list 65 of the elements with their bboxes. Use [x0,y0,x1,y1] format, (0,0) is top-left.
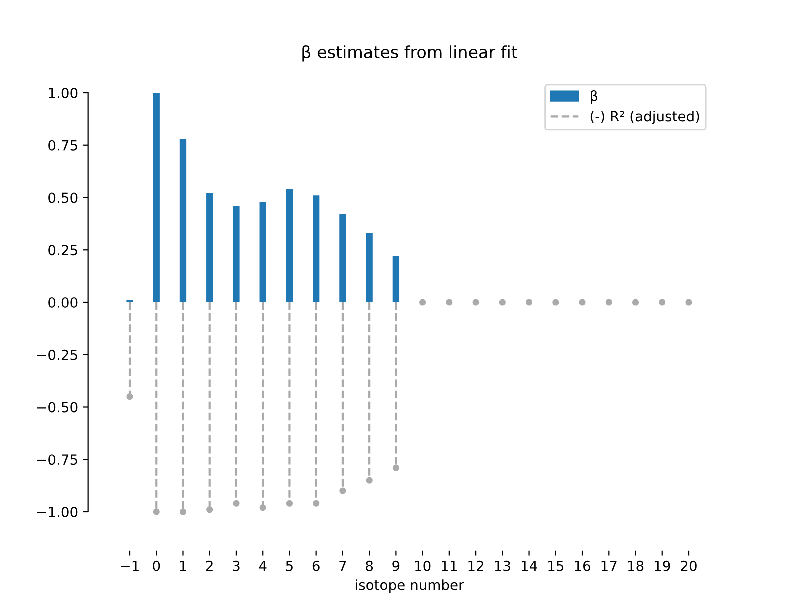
point [180,508,187,516]
x-tick-label: 13 [495,560,510,572]
y-tick-label: −0.50 [38,402,78,413]
legend-label: β [591,90,598,104]
point [126,393,134,400]
y-tick-label: 0.75 [48,140,78,151]
y-tick-label: −1.00 [38,506,78,518]
x-tick-label: 7 [340,561,346,572]
point [552,299,560,306]
x-tick-label: 0 [153,560,160,572]
y-tick-label: −0.75 [38,454,78,466]
x-tick-label: 19 [655,560,670,572]
point [472,299,480,306]
point [606,299,612,306]
x-tick-label: 1 [180,561,186,572]
y-tick-label: 0.25 [48,245,78,256]
point [526,299,533,306]
bar [392,256,400,302]
x-tick-label: 10 [416,560,431,572]
bar [260,202,266,302]
point [659,299,666,306]
x-axis-title: isotope number [356,580,464,594]
x-tick-label: 8 [366,560,374,572]
point [420,299,426,306]
x-tick-label: 17 [602,561,617,572]
bar [340,214,346,302]
x-tick-label: 15 [548,561,564,572]
x-tick-label: 12 [468,560,484,572]
x-tick-label: 20 [681,560,697,572]
point [206,506,214,514]
x-tick-label: 18 [628,560,644,572]
x-tick-label: 4 [259,561,267,572]
point [313,500,320,507]
x-tick-label: −1 [121,561,139,572]
x-tick-label: 6 [312,560,320,572]
point [499,299,506,306]
bar [206,194,214,302]
point [260,504,266,512]
point [153,508,160,516]
y-tick-label: 1.00 [49,88,78,98]
bar [153,93,160,302]
point [632,299,640,306]
x-tick-label: 3 [233,560,240,572]
x-tick-label: 2 [206,560,213,572]
x-tick-label: 9 [392,560,400,572]
x-tick-label: 11 [442,561,457,572]
x-tick-label: 5 [286,561,293,572]
x-tick-label: 14 [522,561,538,572]
bar [286,189,294,302]
y-tick-label: −0.25 [38,350,78,360]
point [233,500,240,507]
chart-title: β estimates from linear fit [302,46,518,62]
bar [313,196,320,302]
bar [366,233,373,302]
point [340,488,346,494]
point [392,464,400,472]
legend-label: (-) R² (adjusted) [590,110,700,124]
y-tick-label: 0.50 [48,192,78,204]
point [366,477,373,484]
y-tick-label: 0.00 [48,297,78,308]
bar [180,139,187,302]
point [446,299,453,306]
point [286,500,294,507]
x-tick-label: 16 [575,560,590,572]
bar [233,206,240,302]
